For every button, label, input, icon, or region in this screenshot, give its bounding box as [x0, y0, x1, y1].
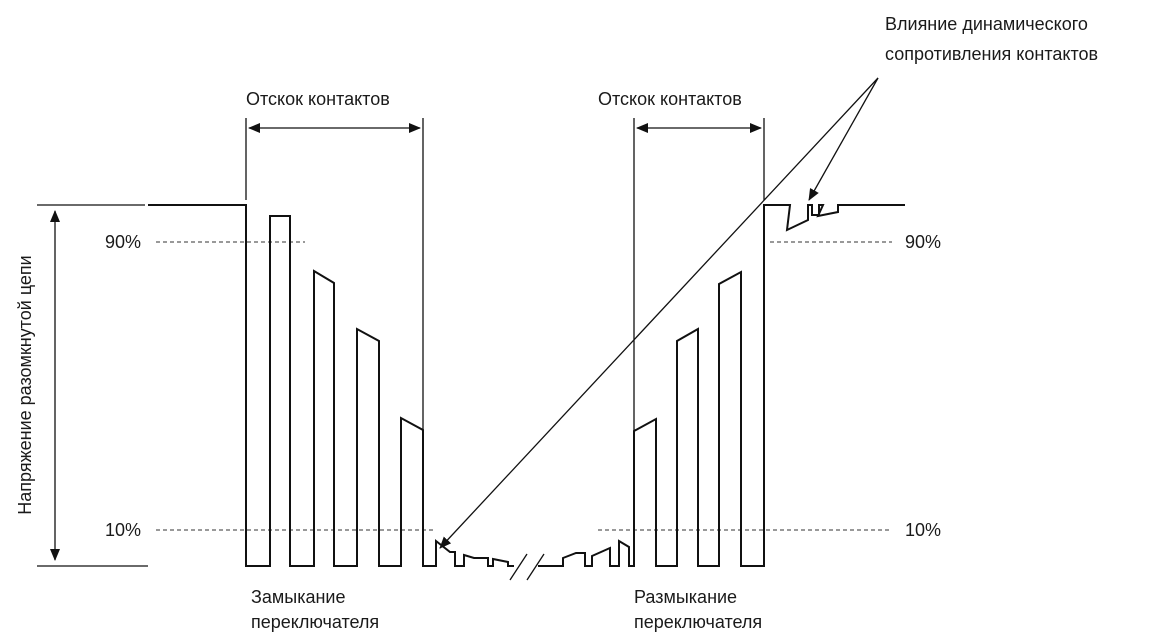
threshold-90-right-label: 90% [905, 232, 941, 252]
threshold-10-right-label: 10% [905, 520, 941, 540]
threshold-10-left-label: 10% [105, 520, 141, 540]
closing-label-line2: переключателя [251, 612, 379, 632]
axis-break-mark-2 [526, 553, 545, 581]
closing-label-line1: Замыкание [251, 587, 345, 607]
influence-label-line1: Влияние динамического [885, 14, 1088, 34]
opening-label-line1: Размыкание [634, 587, 737, 607]
opening-label-line2: переключателя [634, 612, 762, 632]
y-axis-label: Напряжение разомкнутой цепи [15, 255, 35, 514]
bounce-right-label: Отскок контактов [598, 89, 742, 109]
threshold-90-left-label: 90% [105, 232, 141, 252]
closing-waveform [148, 204, 514, 567]
opening-waveform [538, 204, 905, 567]
influence-leader-long [439, 77, 879, 549]
axis-break-mark-1 [509, 553, 528, 581]
influence-leader-short [808, 77, 879, 201]
bounce-left-label: Отскок контактов [246, 89, 390, 109]
influence-label-line2: сопротивления контактов [885, 44, 1098, 64]
